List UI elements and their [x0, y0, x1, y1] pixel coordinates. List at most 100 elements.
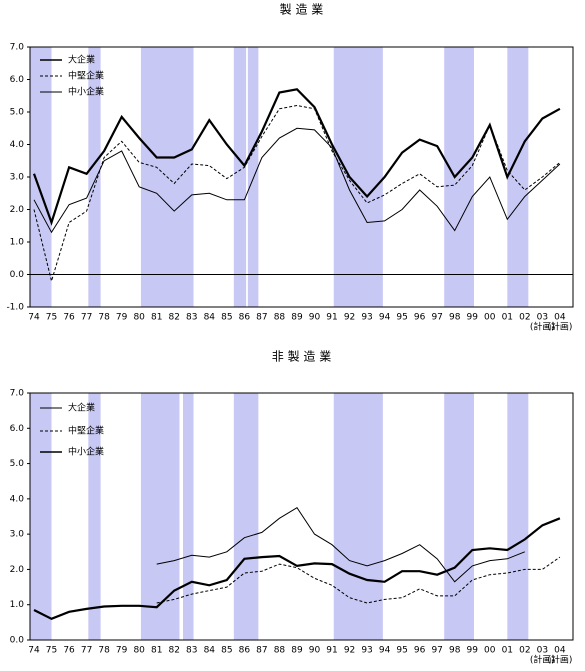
x-tick-label: 00 [484, 646, 496, 656]
x-tick-label: 80 [133, 646, 145, 656]
x-tick-label: 81 [151, 646, 162, 656]
x-tick-label: 92 [344, 646, 355, 656]
x-tick-label: 94 [379, 646, 391, 656]
x-tick-label: 87 [256, 313, 267, 323]
shaded-period [233, 393, 259, 640]
shaded-period [333, 393, 383, 640]
x-tick-label: 81 [151, 313, 162, 323]
x-tick-label: 83 [186, 313, 197, 323]
x-tick-label: 90 [309, 646, 321, 656]
x-tick-label: 79 [116, 646, 128, 656]
y-tick-label: 7.0 [10, 43, 25, 53]
x-tick-label: 88 [274, 646, 286, 656]
shaded-period [507, 393, 529, 640]
series-line [32, 88, 561, 226]
plan-note: (計画) [547, 321, 572, 333]
x-tick-label: 89 [291, 646, 303, 656]
legend-label: 中堅企業 [68, 70, 104, 82]
plan-note: (計画) [547, 654, 572, 666]
y-tick-label: 4.0 [10, 140, 25, 150]
x-tick-label: 75 [46, 646, 57, 656]
x-tick-label: 85 [221, 646, 232, 656]
x-tick-label: 76 [63, 313, 75, 323]
x-tick-label: 90 [309, 313, 321, 323]
x-tick-label: 86 [239, 313, 251, 323]
y-tick-label: 0.0 [10, 636, 25, 646]
y-tick-label: 5.0 [10, 108, 25, 118]
x-tick-label: 88 [274, 313, 286, 323]
x-tick-label: 91 [326, 646, 337, 656]
series-line [33, 517, 561, 621]
x-tick-label: 96 [414, 646, 426, 656]
shaded-period [140, 393, 180, 640]
x-tick-label: 97 [431, 646, 442, 656]
plan-note: (計画) [530, 654, 555, 666]
shaded-period [30, 47, 52, 307]
y-tick-label: 6.0 [10, 424, 25, 434]
y-tick-label: 3.0 [10, 530, 25, 540]
x-tick-label: 85 [221, 313, 232, 323]
x-tick-label: 02 [519, 646, 530, 656]
x-tick-label: 77 [81, 313, 92, 323]
plot-frame [29, 46, 574, 308]
x-tick-label: 99 [467, 313, 479, 323]
x-tick-label: 87 [256, 646, 267, 656]
x-tick-label: 74 [28, 313, 40, 323]
y-tick-label: 4.0 [10, 494, 25, 504]
x-tick-label: 86 [239, 646, 251, 656]
x-tick-label: 83 [186, 646, 197, 656]
x-tick-label: 96 [414, 313, 426, 323]
series-line [33, 127, 561, 234]
x-tick-label: 80 [133, 313, 145, 323]
x-tick-label: 75 [46, 313, 57, 323]
x-tick-label: 78 [98, 313, 110, 323]
shaded-period [247, 47, 259, 307]
y-tick-label: 7.0 [10, 389, 25, 399]
y-tick-label: -1.0 [6, 303, 24, 313]
x-tick-label: 03 [537, 646, 548, 656]
shaded-period [233, 47, 247, 307]
shaded-period [183, 393, 194, 640]
shaded-period [444, 47, 475, 307]
x-tick-label: 74 [28, 646, 40, 656]
shaded-period [30, 393, 52, 640]
x-tick-label: 95 [396, 646, 407, 656]
plan-note: (計画) [530, 321, 555, 333]
x-tick-label: 79 [116, 313, 128, 323]
x-tick-label: 00 [484, 313, 496, 323]
y-tick-label: 6.0 [10, 75, 25, 85]
shaded-period [444, 393, 475, 640]
x-tick-label: 84 [204, 646, 216, 656]
x-tick-label: 93 [361, 313, 372, 323]
x-tick-label: 98 [449, 646, 461, 656]
x-tick-label: 82 [169, 313, 180, 323]
y-tick-label: 0.0 [10, 270, 25, 280]
x-tick-label: 98 [449, 313, 461, 323]
legend-label: 中小企業 [68, 446, 104, 458]
y-tick-label: 5.0 [10, 459, 25, 469]
chart-title: 非 製 造 業 [272, 350, 331, 364]
x-tick-label: 93 [361, 646, 372, 656]
series-line [156, 507, 525, 583]
x-tick-label: 94 [379, 313, 391, 323]
x-tick-label: 78 [98, 646, 110, 656]
y-tick-label: 2.0 [10, 205, 25, 215]
shaded-period [88, 393, 101, 640]
x-tick-label: 97 [431, 313, 442, 323]
x-tick-label: 84 [204, 313, 216, 323]
legend-label: 中堅企業 [68, 425, 104, 437]
x-tick-label: 92 [344, 313, 355, 323]
x-tick-label: 01 [502, 646, 513, 656]
x-tick-label: 76 [63, 646, 75, 656]
x-tick-label: 02 [519, 313, 530, 323]
shaded-period [507, 47, 529, 307]
legend-label: 大企業 [68, 54, 95, 66]
x-tick-label: 01 [502, 313, 513, 323]
x-tick-label: 03 [537, 313, 548, 323]
x-tick-label: 04 [554, 646, 566, 656]
x-tick-label: 04 [554, 313, 566, 323]
x-tick-label: 89 [291, 313, 303, 323]
shaded-period [333, 47, 383, 307]
plot-frame [29, 392, 574, 641]
